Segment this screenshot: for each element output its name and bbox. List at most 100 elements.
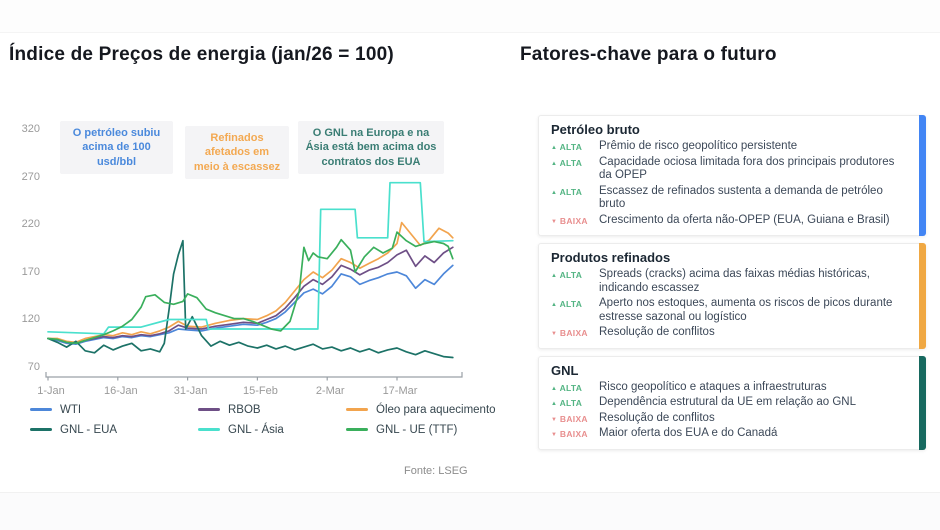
legend-swatch (346, 428, 368, 431)
arrow-down-icon: ▼ (551, 432, 558, 438)
card-title: GNL (551, 362, 579, 378)
legend-label: RBOB (228, 403, 261, 416)
factor-text: Crescimento da oferta não-OPEP (EUA, Gui… (599, 213, 890, 226)
annotation-lng: O GNL na Europa e na Ásia está bem acima… (298, 121, 444, 174)
card-title: Petróleo bruto (551, 122, 640, 137)
series-line (47, 221, 454, 344)
factor-item: ▼ BAIXA Crescimento da oferta não-OPEP (E… (551, 214, 907, 228)
annotation-refined: Refinados afetados em meio à escassez (185, 126, 289, 179)
legend-item: WTI (30, 402, 198, 417)
trend-down-badge: ▼ BAIXA (551, 413, 588, 424)
factor-item: ▲ ALTA Prêmio de risco geopolítico persis… (551, 140, 907, 154)
arrow-up-icon: ▲ (551, 160, 558, 167)
trend-up-badge: ▲ ALTA (551, 270, 583, 280)
arrow-down-icon: ▼ (551, 331, 558, 337)
y-tick-label: 320 (21, 123, 40, 135)
legend-swatch (30, 428, 52, 431)
factor-text: Risco geopolítico e ataques a infraestru… (599, 380, 827, 393)
trend-up-badge: ▲ ALTA (551, 186, 583, 197)
legend-swatch (198, 408, 220, 411)
legend-swatch (346, 408, 368, 411)
factor-text: Dependência estrutural da UE em relação … (599, 396, 856, 408)
x-tick-label: 2-Mar (315, 385, 345, 397)
x-tick-label: 15-Feb (242, 385, 278, 397)
source-note: Fonte: LSEG (404, 465, 468, 477)
arrow-up-icon: ▲ (551, 273, 558, 279)
trend-up-badge: ▲ ALTA (551, 157, 583, 168)
legend-label: GNL - EUA (60, 423, 118, 436)
legend-item: RBOB (198, 402, 346, 417)
series-line (47, 246, 454, 345)
chart-legend: WTI RBOB Óleo para aquecimento GNL - EUA GNL… (30, 402, 506, 437)
factor-text: Escassez de refinados sustenta a demanda… (599, 184, 883, 211)
arrow-up-icon: ▲ (551, 401, 558, 407)
factor-card: Petróleo bruto ▲ ALTA Prêmio de risco geop… (538, 115, 926, 236)
annotation-crude-oil: O petróleo subiu acima de 100 usd/bbl (60, 121, 173, 174)
legend-item: GNL - EUA (30, 422, 198, 437)
factor-text: Resolução de conflitos (599, 326, 715, 338)
factor-item: ▲ ALTA Spreads (cracks) acima das faixas … (551, 268, 907, 295)
factor-item: ▲ ALTA Escassez de refinados sustenta a d… (551, 185, 907, 212)
y-tick-label: 170 (21, 265, 40, 278)
page-title-factors: Fatores-chave para o futuro (520, 44, 777, 65)
x-tick-label: 16-Jan (103, 385, 138, 397)
arrow-down-icon: ▼ (551, 218, 558, 225)
x-tick-label: 31-Jan (173, 385, 208, 397)
factor-item: ▼ BAIXA Maior oferta dos EUA e do Canadá (551, 427, 907, 441)
series-line (47, 231, 454, 345)
factor-item: ▼ BAIXA Resolução de conflitos (551, 412, 907, 426)
legend-label: WTI (60, 403, 82, 416)
factor-card: Produtos refinados ▲ ALTA Spreads (cracks)… (538, 243, 926, 349)
y-tick-label: 220 (21, 218, 40, 230)
trend-up-badge: ▲ ALTA (551, 398, 583, 408)
page-title-chart: Índice de Preços de energia (jan/26 = 10… (9, 44, 394, 65)
factor-item: ▲ ALTA Risco geopolítico e ataques a infr… (551, 381, 907, 395)
series-line (47, 239, 454, 359)
trend-down-badge: ▼ BAIXA (551, 215, 588, 226)
factor-text: Resolução de conflitos (599, 411, 715, 424)
series-line (47, 181, 454, 335)
x-tick-label: 17-Mar (382, 385, 418, 397)
chart-canvas (45, 181, 463, 381)
top-divider (0, 0, 940, 33)
series-line (47, 264, 454, 346)
trend-up-badge: ▲ ALTA (551, 142, 583, 152)
legend-label: GNL - Ásia (228, 423, 284, 436)
legend-label: Óleo para aquecimento (376, 403, 496, 416)
arrow-up-icon: ▲ (551, 385, 558, 392)
arrow-up-icon: ▲ (551, 145, 558, 151)
factor-text: Aperto nos estoques, aumenta os riscos d… (599, 297, 893, 323)
trend-up-badge: ▲ ALTA (551, 382, 583, 393)
card-accent-bar (919, 115, 926, 236)
factor-item: ▲ ALTA Capacidade ociosa limitada fora do… (551, 156, 907, 183)
x-tick-label: 1-Jan (37, 385, 65, 397)
arrow-up-icon: ▲ (551, 189, 558, 196)
trend-down-badge: ▼ BAIXA (551, 328, 588, 338)
legend-label: GNL - UE (TTF) (376, 423, 458, 436)
arrow-up-icon: ▲ (551, 302, 558, 308)
factor-item: ▲ ALTA Aperto nos estoques, aumenta os ri… (551, 297, 907, 324)
factor-text: Capacidade ociosa limitada fora dos prin… (599, 155, 895, 182)
legend-item: Óleo para aquecimento (346, 402, 506, 417)
factor-text: Spreads (cracks) acima das faixas médias… (599, 268, 870, 294)
factor-item: ▼ BAIXA Resolução de conflitos (551, 326, 907, 340)
factor-card: GNL ▲ ALTA Risco geopolítico e ataques a i… (538, 355, 926, 450)
trend-down-badge: ▼ BAIXA (551, 429, 588, 439)
factor-text: Prêmio de risco geopolítico persistente (599, 140, 798, 152)
card-title: Produtos refinados (551, 250, 671, 265)
factor-cards: Petróleo bruto ▲ ALTA Prêmio de risco geop… (538, 115, 926, 457)
y-tick-label: 270 (21, 170, 40, 183)
legend-item: GNL - Ásia (198, 422, 346, 437)
trend-up-badge: ▲ ALTA (551, 299, 583, 309)
card-accent-bar (919, 355, 926, 450)
legend-swatch (30, 408, 52, 411)
arrow-down-icon: ▼ (551, 416, 558, 423)
factor-item: ▲ ALTA Dependência estrutural da UE em re… (551, 396, 907, 410)
legend-swatch (198, 428, 220, 431)
bottom-divider (0, 492, 940, 530)
y-tick-label: 70 (27, 360, 40, 373)
y-tick-label: 120 (21, 313, 40, 325)
card-accent-bar (919, 243, 926, 349)
factor-text: Maior oferta dos EUA e do Canadá (599, 427, 778, 439)
